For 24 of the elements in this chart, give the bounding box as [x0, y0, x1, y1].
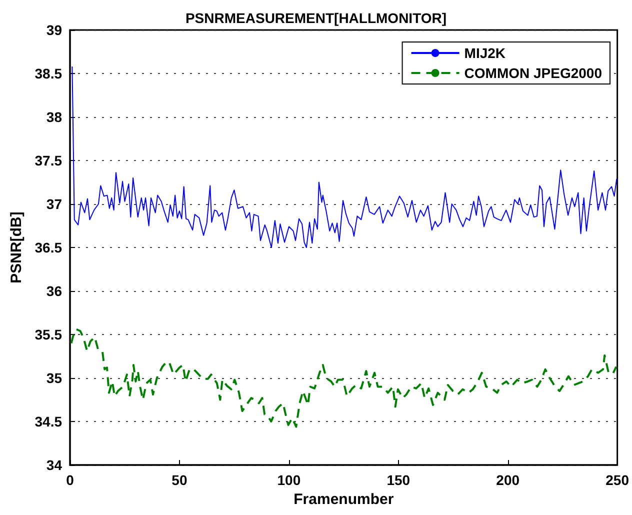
y-tick-label: 36.5: [34, 240, 62, 256]
y-tick-label: 34: [46, 457, 62, 473]
legend-label: MIJ2K: [464, 45, 506, 61]
y-tick-label: 37.5: [34, 152, 62, 168]
y-tick-label: 39: [46, 22, 62, 38]
chart-title: PSNRMEASUREMENT[HALLMONITOR]: [185, 10, 447, 26]
y-tick-label: 37: [46, 196, 62, 212]
y-tick-label: 38: [46, 109, 62, 125]
y-tick-label: 36: [46, 283, 62, 299]
x-axis-title: Framenumber: [294, 490, 394, 508]
y-tick-label: 34.5: [34, 414, 62, 430]
x-tick-label: 250: [606, 472, 630, 488]
y-tick-label: 35.5: [34, 326, 62, 342]
x-tick-label: 100: [277, 472, 301, 488]
y-axis-title: PSNR[dB]: [8, 212, 25, 284]
y-tick-label: 38.5: [34, 66, 62, 82]
x-tick-label: 0: [66, 472, 74, 488]
line-series: [70, 328, 618, 428]
x-tick-label: 200: [496, 472, 520, 488]
y-tick-label: 35: [46, 370, 62, 386]
x-tick-label: 150: [386, 472, 410, 488]
line-series: [72, 66, 618, 248]
x-tick-label: 50: [172, 472, 188, 488]
legend-label: COMMON JPEG2000: [464, 65, 602, 81]
